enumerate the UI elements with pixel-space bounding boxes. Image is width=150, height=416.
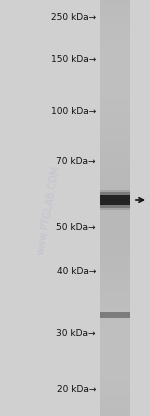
Bar	[100, 109, 130, 114]
Bar	[100, 281, 130, 286]
Bar	[100, 244, 130, 250]
Bar	[100, 411, 130, 416]
Bar	[100, 83, 130, 88]
Bar	[100, 198, 130, 203]
Bar	[100, 343, 130, 348]
Bar	[100, 5, 130, 10]
Text: 30 kDa→: 30 kDa→	[57, 329, 96, 337]
Bar	[100, 385, 130, 390]
Bar	[100, 265, 130, 270]
Text: www.PTGLAB.COM: www.PTGLAB.COM	[35, 165, 61, 255]
Bar	[100, 270, 130, 276]
Bar	[100, 161, 130, 166]
Bar	[100, 203, 130, 208]
Bar	[100, 31, 130, 36]
Bar	[100, 114, 130, 119]
Text: 40 kDa→: 40 kDa→	[57, 267, 96, 277]
Bar	[100, 190, 130, 210]
Bar	[100, 250, 130, 255]
Bar	[100, 369, 130, 374]
Bar	[100, 0, 130, 416]
Bar	[100, 21, 130, 26]
Bar	[100, 94, 130, 99]
Bar	[100, 328, 130, 333]
Bar	[100, 146, 130, 151]
Bar	[100, 104, 130, 109]
Bar	[100, 10, 130, 15]
Bar	[100, 42, 130, 47]
Bar	[100, 78, 130, 83]
Bar	[100, 333, 130, 338]
Text: 70 kDa→: 70 kDa→	[57, 158, 96, 166]
Bar	[100, 255, 130, 260]
Text: 50 kDa→: 50 kDa→	[57, 223, 96, 233]
Bar	[100, 302, 130, 307]
Bar	[100, 229, 130, 234]
Bar	[100, 187, 130, 192]
Bar	[100, 374, 130, 380]
Bar	[100, 354, 130, 359]
Bar	[100, 135, 130, 140]
Bar	[100, 380, 130, 385]
Bar	[100, 348, 130, 354]
Bar	[100, 130, 130, 135]
Bar	[100, 192, 130, 208]
Bar	[100, 312, 130, 318]
Bar	[100, 62, 130, 67]
Bar	[100, 322, 130, 328]
Bar	[100, 364, 130, 369]
Bar	[100, 276, 130, 281]
Text: 150 kDa→: 150 kDa→	[51, 55, 96, 64]
Bar	[100, 57, 130, 62]
Bar	[100, 192, 130, 198]
Bar	[100, 338, 130, 343]
Bar	[100, 291, 130, 296]
Bar	[100, 99, 130, 104]
Bar	[100, 286, 130, 291]
Bar	[100, 395, 130, 400]
Bar	[100, 239, 130, 244]
Bar	[100, 400, 130, 406]
Bar	[100, 390, 130, 395]
Text: 20 kDa→: 20 kDa→	[57, 386, 96, 394]
Bar	[100, 88, 130, 94]
Bar	[100, 213, 130, 218]
Bar	[100, 36, 130, 42]
Bar	[100, 120, 130, 125]
Bar	[100, 182, 130, 187]
Bar	[100, 359, 130, 364]
Bar	[100, 47, 130, 52]
Bar	[100, 125, 130, 130]
Bar	[100, 260, 130, 265]
Bar	[100, 52, 130, 57]
Bar	[100, 26, 130, 31]
Bar	[100, 406, 130, 411]
Bar	[100, 307, 130, 312]
Bar	[100, 151, 130, 156]
Bar	[100, 208, 130, 213]
Text: 250 kDa→: 250 kDa→	[51, 13, 96, 22]
Text: 100 kDa→: 100 kDa→	[51, 107, 96, 116]
Bar	[100, 171, 130, 177]
Bar	[100, 67, 130, 73]
Bar	[100, 166, 130, 171]
Bar	[100, 177, 130, 182]
Bar	[100, 195, 130, 205]
Bar	[100, 140, 130, 146]
Bar	[100, 218, 130, 224]
Bar	[100, 73, 130, 78]
Bar	[100, 0, 130, 5]
Bar	[100, 234, 130, 239]
Bar	[100, 296, 130, 302]
Bar	[100, 156, 130, 161]
Bar	[100, 15, 130, 21]
Bar	[100, 224, 130, 229]
Bar	[100, 312, 130, 317]
Bar	[100, 317, 130, 322]
